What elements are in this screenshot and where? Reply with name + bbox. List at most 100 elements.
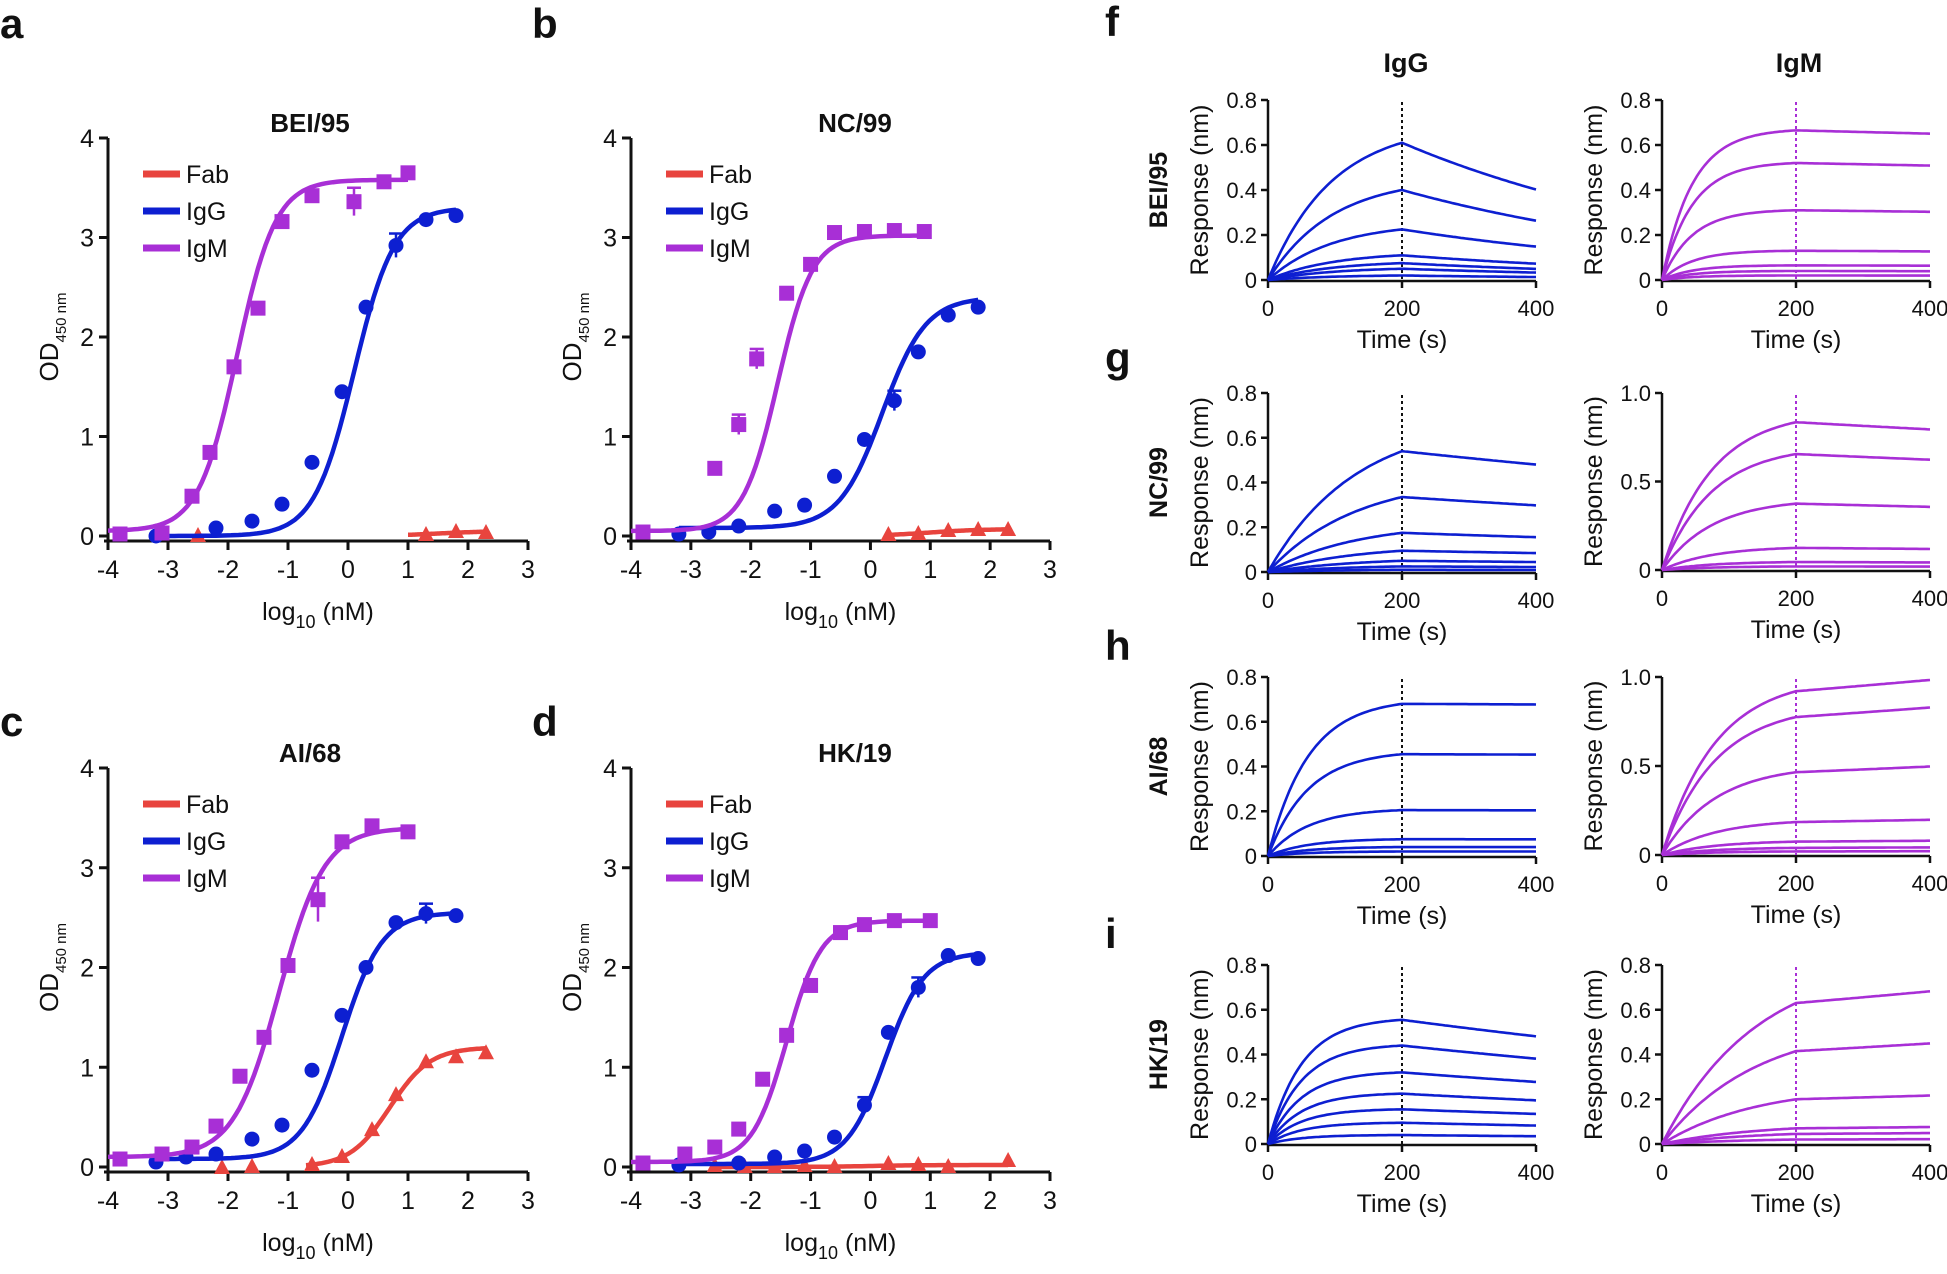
data-point-fab <box>418 526 434 542</box>
y-tick-label: 2 <box>80 324 94 352</box>
sensorgram-trace <box>1267 568 1536 574</box>
x-axis-label: Time (s) <box>1357 1190 1448 1218</box>
data-point-igm <box>250 300 266 316</box>
y-tick-label: 0.8 <box>1226 381 1257 406</box>
x-tick-label: 200 <box>1384 1160 1421 1185</box>
data-point-igg <box>970 951 986 967</box>
y-axis-label: Response (nm) <box>1186 397 1214 568</box>
sensorgram-trace <box>1266 702 1537 857</box>
x-tick-label: 0 <box>1262 872 1274 897</box>
data-point-igg <box>388 237 404 253</box>
x-tick-label: 3 <box>521 1187 535 1215</box>
x-tick-label: 3 <box>1043 1187 1057 1215</box>
sensorgram-trace <box>1267 565 1536 574</box>
x-tick-label: 400 <box>1912 296 1947 321</box>
legend-label-fab: Fab <box>186 161 229 189</box>
y-tick-label: 0 <box>80 1154 94 1182</box>
data-point-igm <box>635 524 651 540</box>
data-point-igm <box>274 214 290 230</box>
data-point-igg <box>244 1131 260 1147</box>
x-axis-label: Time (s) <box>1751 901 1842 929</box>
y-tick-label: 0.6 <box>1226 426 1257 451</box>
sensorgram-trace <box>1661 1131 1930 1146</box>
chart-title: AI/68 <box>279 738 341 768</box>
x-tick-label: 0 <box>1262 588 1274 613</box>
y-tick-label: 1 <box>80 424 94 452</box>
data-point-igm <box>232 1068 248 1084</box>
x-tick-label: 2 <box>983 556 997 584</box>
y-tick-label: 0.8 <box>1226 665 1257 690</box>
y-tick-label: 4 <box>80 125 94 153</box>
x-tick-label: 0 <box>863 1187 877 1215</box>
sensorgram-trace <box>1267 808 1536 857</box>
x-tick-label: 1 <box>401 1187 415 1215</box>
fit-curve-igg <box>678 297 979 531</box>
data-point-igm <box>364 818 380 834</box>
data-point-igm <box>731 417 747 433</box>
sensorgram-trace <box>1661 274 1930 282</box>
data-point-fab <box>478 524 494 540</box>
x-tick-label: 0 <box>1656 586 1668 611</box>
data-point-igg <box>244 513 260 529</box>
data-point-igm <box>916 224 932 240</box>
y-tick-label: 1.0 <box>1620 665 1651 690</box>
bli-panel-h-igg: 0 0.2 0.4 0.6 0.8 0 200 400 Time (s) Response (nm… <box>1145 665 1554 930</box>
data-point-fab <box>448 523 464 539</box>
y-tick-label: 0.8 <box>1620 88 1651 113</box>
sensorgram-trace <box>1661 1125 1931 1146</box>
x-tick-label: 0 <box>1262 296 1274 321</box>
y-axis-label: Response (nm) <box>1186 681 1214 852</box>
y-tick-label: 0.2 <box>1226 223 1257 248</box>
data-point-igm <box>886 223 902 239</box>
data-point-igm <box>154 525 170 541</box>
data-point-igm <box>112 526 128 542</box>
sensorgram-trace <box>1661 849 1930 857</box>
bli-panel-g-igm: 0 0.5 1.0 0 200 400 Time (s) Response (nm) <box>1580 381 1947 644</box>
y-tick-label: 4 <box>80 755 94 783</box>
data-point-igm <box>856 224 872 240</box>
data-point-igg <box>797 497 813 513</box>
x-tick-label: -4 <box>97 1187 119 1215</box>
data-point-igm <box>310 892 326 908</box>
y-tick-label: 0.6 <box>1620 133 1651 158</box>
sensorgram-trace <box>1660 678 1931 856</box>
row-label: NC/99 <box>1145 447 1173 518</box>
data-point-igg <box>910 344 926 360</box>
sensorgram-trace <box>1660 161 1931 281</box>
y-tick-label: 0.8 <box>1226 88 1257 113</box>
x-tick-label: 0 <box>863 556 877 584</box>
x-tick-label: 1 <box>401 556 415 584</box>
sensorgram-trace <box>1660 420 1931 571</box>
data-point-igg <box>448 208 464 224</box>
data-point-fab <box>826 1158 843 1173</box>
data-point-igm <box>184 1139 200 1155</box>
x-tick-label: 200 <box>1384 296 1421 321</box>
y-tick-label: 3 <box>80 225 94 253</box>
x-axis-label: Time (s) <box>1751 616 1842 644</box>
legend-label-igg: IgG <box>186 828 226 856</box>
data-point-igg <box>767 503 783 519</box>
data-point-fab <box>970 521 987 537</box>
data-point-igm <box>803 256 819 272</box>
y-tick-label: 0.4 <box>1226 471 1257 496</box>
sensorgram-trace <box>1266 752 1536 857</box>
x-axis-label: Time (s) <box>1357 326 1448 354</box>
panel-letter-f: f <box>1105 0 1120 45</box>
x-tick-label: -2 <box>217 1187 239 1215</box>
bli-panel-f-igg: 0 0.2 0.4 0.6 0.8 0 200 400 Time (s) Response (nm… <box>1145 88 1554 354</box>
sensorgram-trace <box>1267 261 1537 282</box>
x-tick-label: -1 <box>277 556 299 584</box>
sensorgram-trace <box>1267 1121 1537 1146</box>
data-point-igm <box>400 824 416 840</box>
sensorgram-trace <box>1660 765 1931 856</box>
bli-panel-h-igm: 0 0.5 1.0 0 200 400 Time (s) Response (nm) <box>1580 665 1947 929</box>
x-axis-label: Time (s) <box>1357 618 1448 646</box>
sensorgram-trace <box>1660 706 1931 856</box>
y-tick-label: 0.2 <box>1226 1087 1257 1112</box>
sensorgram-trace <box>1661 565 1930 572</box>
y-axis-label: OD450 nm <box>557 292 593 381</box>
bli-panel-i-igm: 0 0.2 0.4 0.6 0.8 0 200 400 Time (s) Response (nm… <box>1580 953 1947 1218</box>
sensorgram-trace <box>1660 990 1931 1145</box>
x-axis-label: log10 (nM) <box>262 1229 374 1263</box>
data-point-igg <box>940 307 956 323</box>
